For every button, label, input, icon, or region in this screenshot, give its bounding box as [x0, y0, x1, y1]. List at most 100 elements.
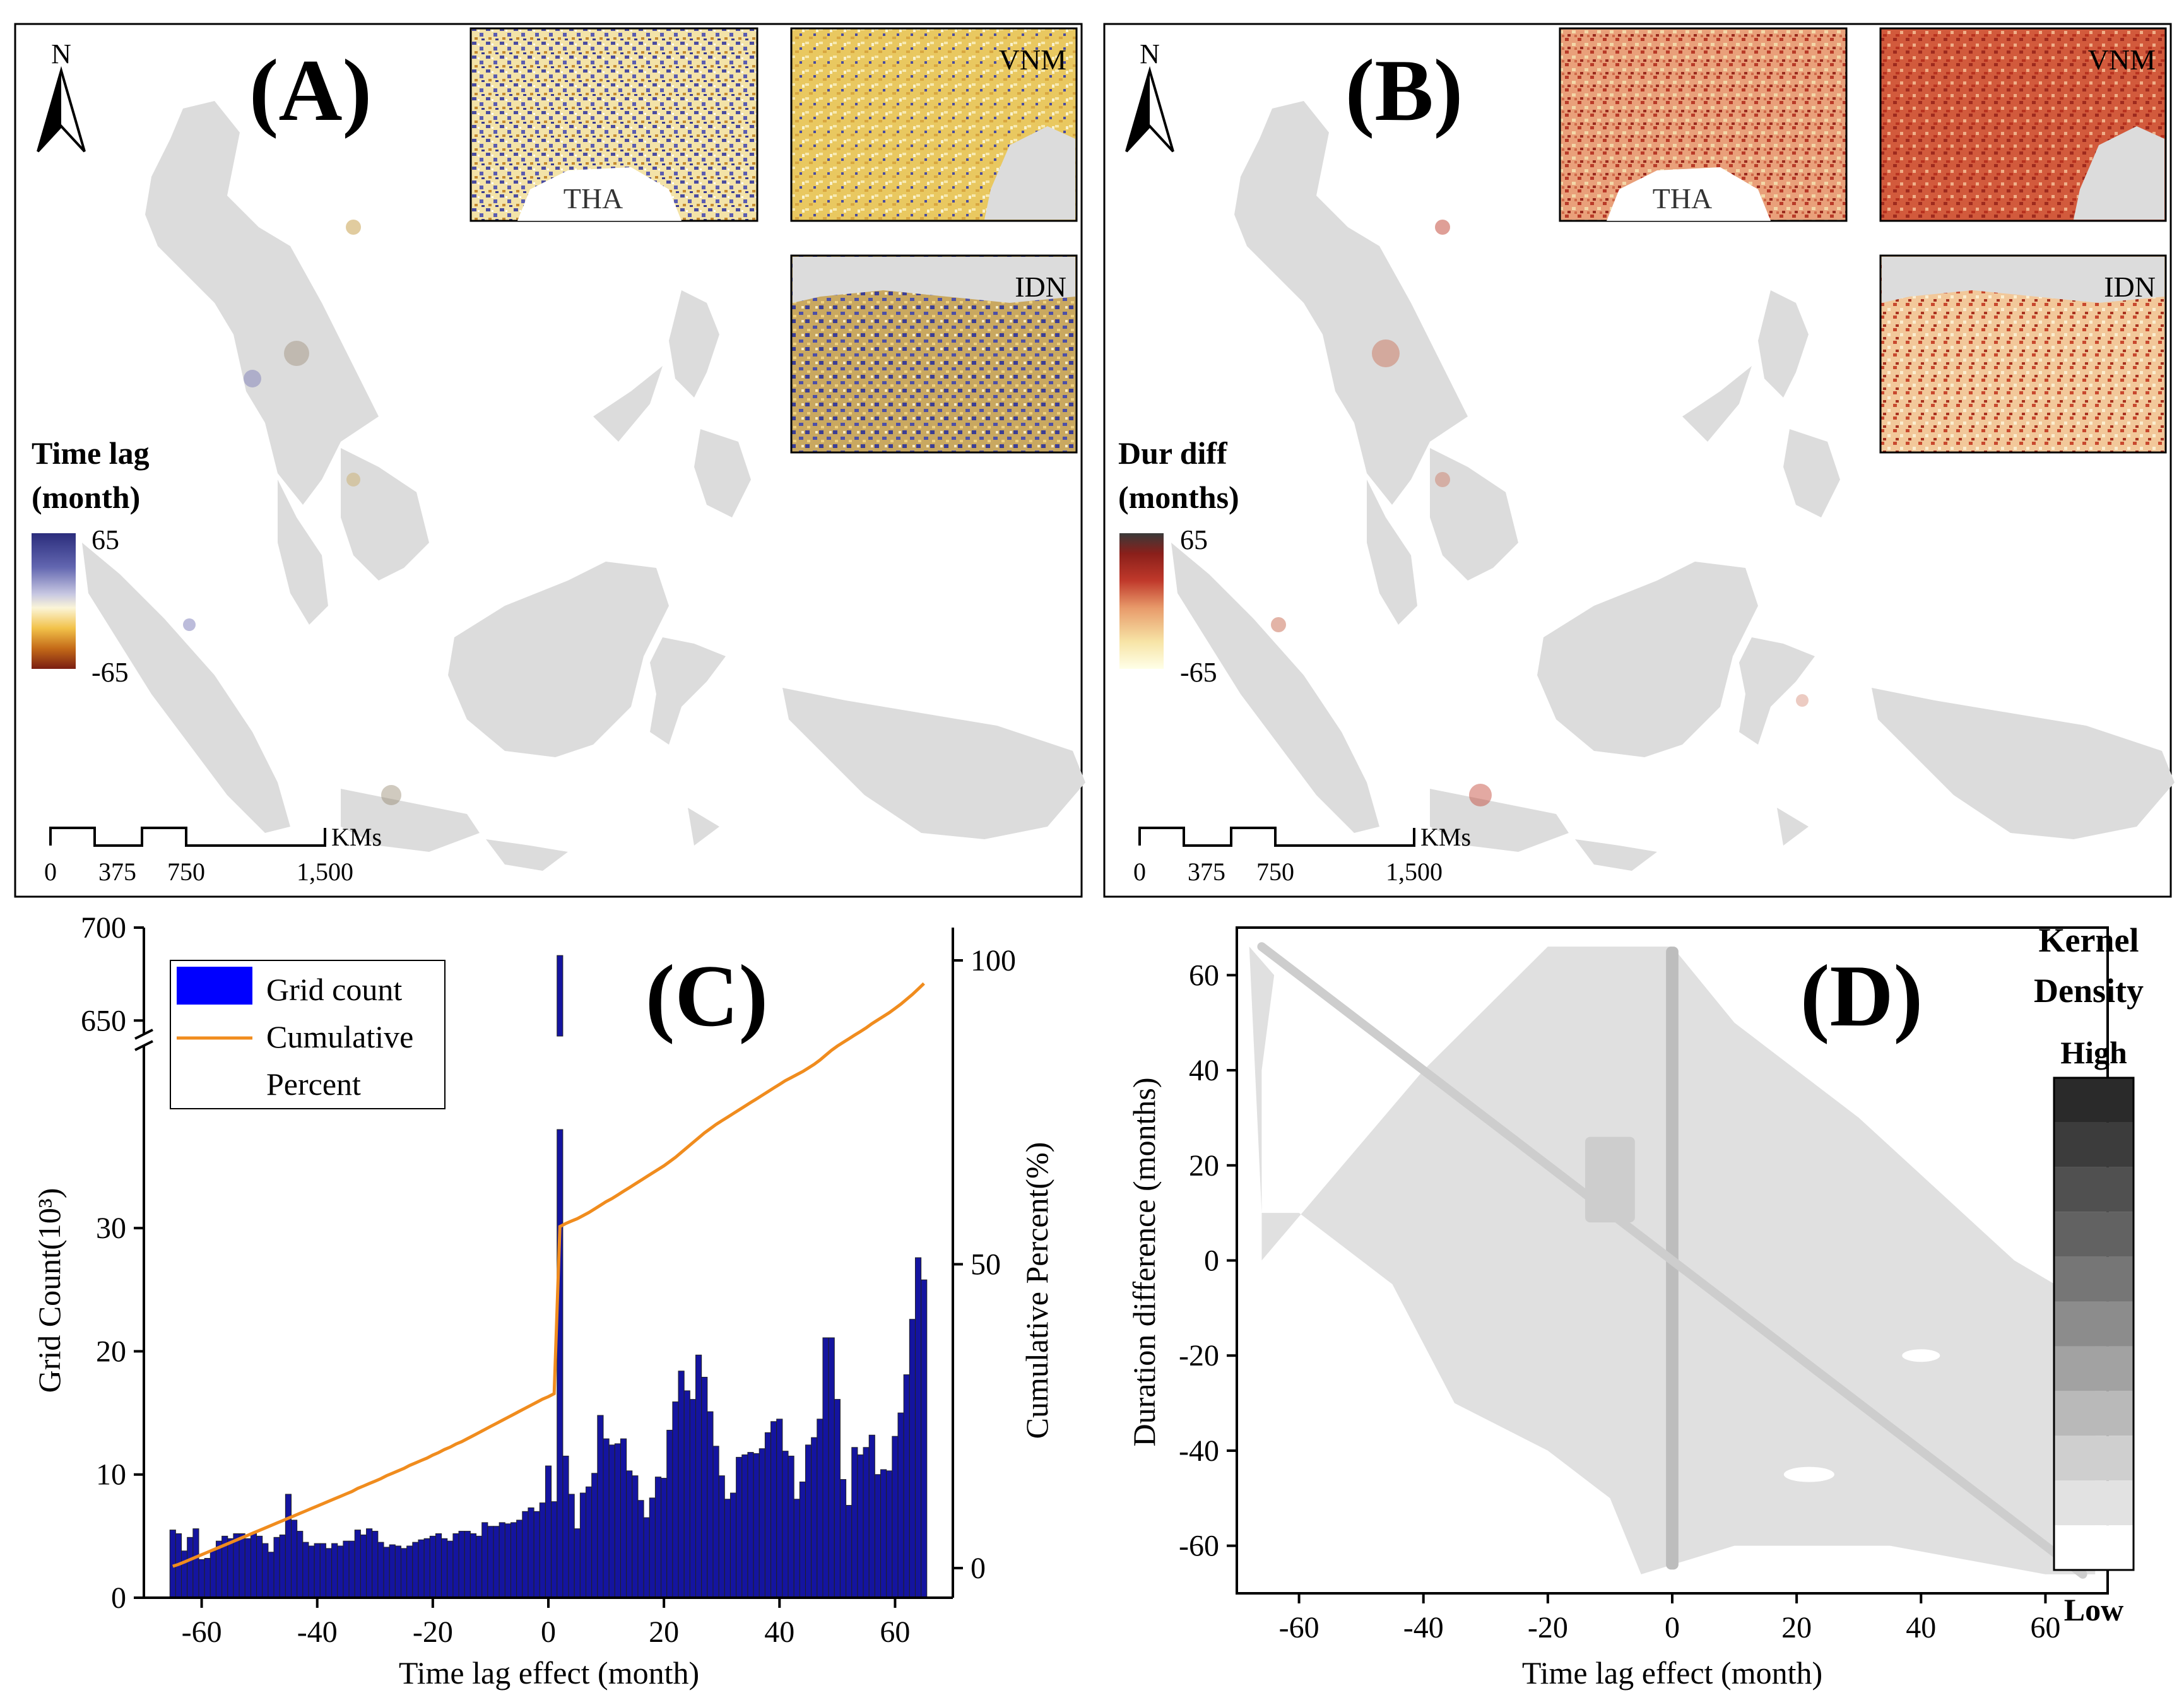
grid-count-bar	[516, 1519, 523, 1598]
x-tick-label: -60	[1279, 1611, 1319, 1644]
panel-b-scale-750: 750	[1256, 858, 1294, 886]
panel-a-legend-title-1: Time lag	[32, 435, 150, 471]
grid-count-bar	[400, 1548, 408, 1598]
density-legend-frame	[2053, 1077, 2135, 1571]
inset-b-vnm-label: VNM	[2088, 44, 2156, 76]
diagonal-band	[1257, 942, 2087, 1579]
grid-count-bar	[649, 1497, 656, 1598]
north-arrow-half-icon	[1126, 71, 1150, 151]
panel-c-legend-grid-count: Grid count	[266, 972, 402, 1007]
x-tick-label: 20	[649, 1615, 679, 1649]
panel-c-ylabel2: Cumulative Percent(%)	[1019, 1142, 1054, 1439]
density-gap	[1821, 1039, 1897, 1054]
grid-count-bar	[672, 1401, 679, 1598]
panel-b-scale-0: 0	[1133, 858, 1146, 886]
grid-count-bar	[591, 1473, 598, 1598]
grid-count-bar	[678, 1371, 685, 1598]
grid-count-bar	[262, 1543, 269, 1598]
grid-count-bar	[239, 1533, 245, 1598]
grid-count-bar	[476, 1535, 483, 1598]
grid-count-bar	[522, 1511, 529, 1598]
axis-break-mark	[134, 1040, 153, 1051]
grid-count-bar	[817, 1419, 823, 1598]
grid-count-bar	[874, 1474, 882, 1598]
panel-c-letter: (C)	[646, 947, 768, 1045]
y2-tick-label: 50	[971, 1248, 1001, 1282]
density-gap	[1304, 1109, 1355, 1127]
panel-d-legend-high: High	[2060, 1035, 2127, 1070]
grid-count-bar	[279, 1534, 286, 1598]
y-tick-label: 20	[1189, 1149, 1219, 1183]
panel-c-xlabel: Time lag effect (month)	[399, 1655, 699, 1690]
panel-a-map-speckles	[183, 220, 401, 805]
grid-count-bar	[343, 1540, 350, 1598]
grid-count-bar	[192, 1528, 199, 1598]
inset-b-idn-label: IDN	[2104, 271, 2156, 303]
panel-b-legend-title-1: Dur diff	[1118, 435, 1228, 471]
grid-count-bar	[921, 1279, 928, 1598]
grid-count-bar	[799, 1481, 806, 1598]
y2-tick-label: 100	[971, 944, 1016, 977]
grid-count-bar	[758, 1448, 765, 1598]
grid-count-bar	[169, 1530, 176, 1598]
grid-count-bar	[741, 1454, 748, 1598]
panel-b-legend-max: 65	[1180, 524, 1208, 555]
grid-count-bar	[528, 1507, 534, 1598]
panel-a-scale-750: 750	[167, 858, 205, 886]
grid-count-bar	[632, 1475, 639, 1598]
grid-count-bar	[441, 1538, 448, 1598]
grid-count-bar	[423, 1538, 430, 1598]
x-tick-label: -20	[413, 1615, 453, 1649]
panel-a-legend-bar	[32, 533, 76, 669]
panel-a-letter: (A)	[249, 42, 372, 139]
grid-count-bar	[204, 1558, 211, 1598]
grid-count-bar	[348, 1540, 355, 1598]
grid-count-bar	[325, 1548, 333, 1598]
grid-count-bar	[897, 1412, 904, 1598]
inset-b-tha-sea	[1607, 167, 1771, 221]
density-gap	[1354, 1325, 1393, 1338]
panel-d-axes: -60 -40 -20 0 20 40 60 -60 -40 -20 0 20 40 60	[1179, 959, 2060, 1644]
grid-count-bar	[557, 1129, 564, 1598]
grid-count-bar	[707, 1411, 714, 1598]
y-tick-label: 20	[96, 1335, 126, 1368]
x-tick-label: 40	[764, 1615, 794, 1649]
density-legend-step	[2054, 1167, 2134, 1212]
grid-count-bar	[903, 1374, 910, 1598]
panel-d-density	[1249, 942, 2096, 1579]
grid-count-bar	[551, 1501, 558, 1598]
inset-a-tha-sea	[517, 167, 682, 221]
grid-count-bar	[499, 1522, 505, 1598]
panel-a: N (A) THA VNM IDN Time lag (month) 65 -6…	[14, 23, 1085, 898]
grid-count-bar	[643, 1517, 650, 1598]
grid-count-bar	[406, 1545, 413, 1598]
grid-count-bar	[776, 1419, 783, 1598]
density-legend-step	[2054, 1346, 2134, 1391]
x-tick-label: 60	[2030, 1611, 2060, 1644]
y-tick-label: -40	[1179, 1434, 1219, 1468]
y-tick-label: -60	[1179, 1530, 1219, 1563]
y-tick-label: 30	[96, 1212, 126, 1245]
grid-count-bar	[597, 1415, 604, 1598]
grid-count-bar	[331, 1543, 338, 1598]
panel-a-scale-1500: 1,500	[297, 858, 353, 886]
grid-count-bar	[724, 1499, 731, 1598]
density-legend-step	[2054, 1480, 2134, 1526]
grid-count-bar	[683, 1390, 690, 1598]
panel-b-scale-unit: KMs	[1420, 823, 1471, 851]
grid-count-bar	[661, 1478, 668, 1598]
grid-count-bar	[545, 1465, 552, 1598]
y-tick-label: 40	[1189, 1054, 1219, 1087]
panel-c-cumulative-line	[172, 982, 925, 1568]
inset-b-idn-sea	[1882, 257, 2164, 303]
grid-count-bar	[914, 1257, 922, 1598]
grid-count-bar	[586, 1486, 593, 1598]
panel-a-scale-unit: KMs	[331, 823, 382, 851]
inset-b-tha-label: THA	[1653, 182, 1713, 215]
panel-b-scale-375: 375	[1188, 858, 1225, 886]
panel-b: N (B) THA VNM IDN Dur diff (months) 65 -…	[1103, 23, 2175, 898]
grid-count-bar	[857, 1454, 864, 1598]
grid-count-bar	[822, 1337, 829, 1598]
grid-count-bar	[712, 1446, 719, 1598]
grid-count-bar	[372, 1531, 379, 1598]
